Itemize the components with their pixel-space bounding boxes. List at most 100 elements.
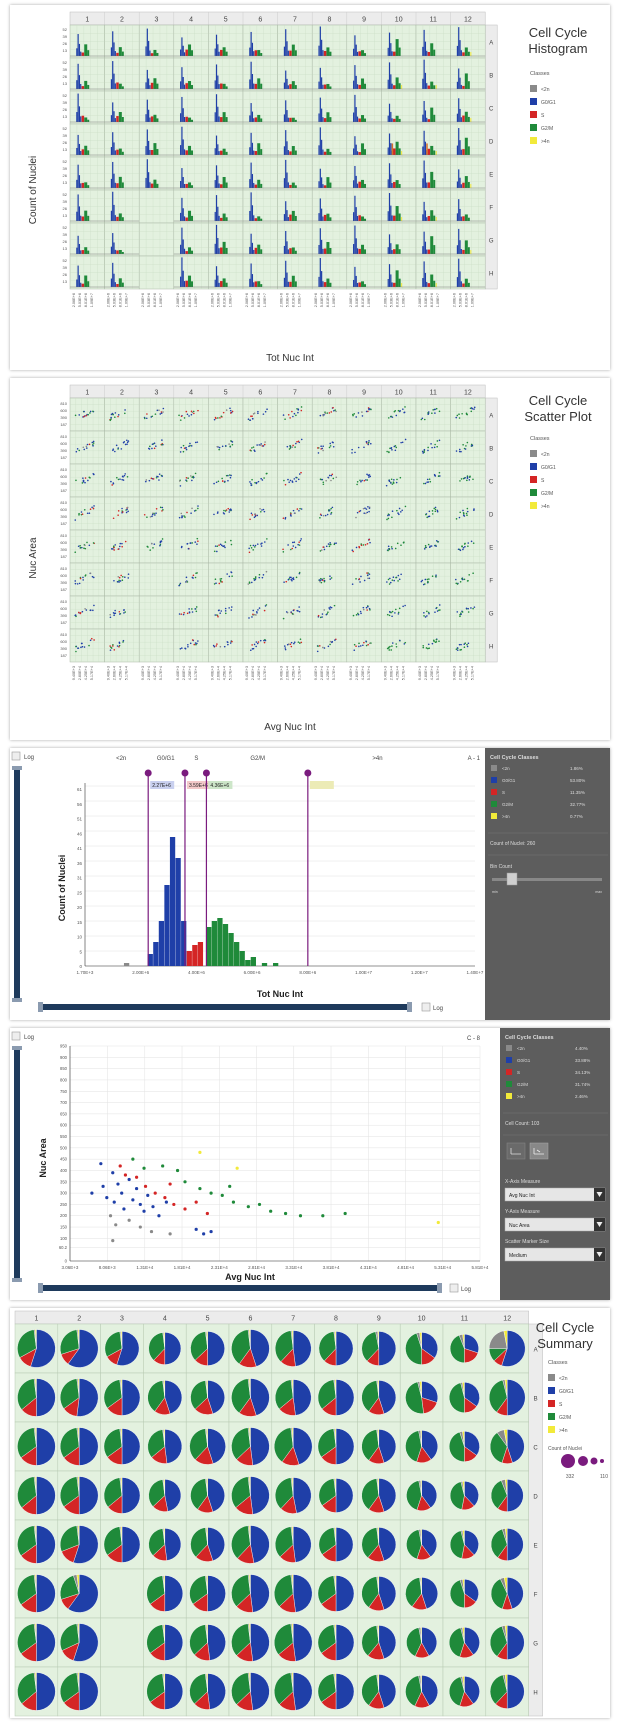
scatter-point <box>126 441 129 444</box>
pie-slice <box>67 1574 99 1613</box>
bin-count-handle[interactable] <box>506 872 518 886</box>
pie-slice <box>421 1332 438 1359</box>
pie-slice <box>406 1529 422 1560</box>
hist-bar <box>150 183 154 188</box>
pie-slice <box>34 1329 37 1349</box>
scatter-x-slider-right-handle[interactable] <box>437 1283 442 1293</box>
pie-slice <box>507 1577 524 1610</box>
scatter-point <box>295 414 297 417</box>
plate-well[interactable] <box>100 1617 144 1668</box>
detail-hist-x-tick: 6.00E+6 <box>244 970 261 975</box>
hist-y-tick: 13 <box>63 48 68 53</box>
hist-bar <box>81 149 85 155</box>
marker-size-label: Scatter Marker Size <box>505 1239 549 1245</box>
scatter-y-range-slider[interactable] <box>14 1046 20 1282</box>
scatter-point <box>368 440 370 442</box>
scatter-point <box>464 642 467 645</box>
scatter-point <box>360 480 362 483</box>
scatter-point <box>195 509 197 512</box>
hist-bar <box>424 172 427 188</box>
hist-bar <box>260 83 263 89</box>
plate-well[interactable] <box>100 1666 144 1717</box>
scatter-point <box>390 649 393 651</box>
hist-y-tick: 52 <box>63 27 68 32</box>
pie-slice <box>293 1330 312 1367</box>
scatter-view-button[interactable] <box>506 1142 526 1160</box>
scatter-point <box>353 413 356 415</box>
scatter-log-y-checkbox[interactable] <box>11 1031 21 1041</box>
scat-y-tick: 600 <box>60 474 67 479</box>
x-range-slider[interactable] <box>40 1004 410 1010</box>
hist-x-tick: 1.09E+7 <box>436 293 440 307</box>
detail-hist-y-tick: 15 <box>77 920 83 925</box>
hist-bar <box>84 44 88 56</box>
scatter-point <box>324 412 327 415</box>
hist-bar <box>110 79 113 89</box>
pie-slice <box>291 1379 294 1398</box>
scatter-point <box>185 581 188 583</box>
scatter-point <box>88 443 91 446</box>
hist-bar <box>319 198 321 221</box>
scatter-point <box>119 542 122 545</box>
scatter-point <box>423 611 425 614</box>
scatter-point <box>257 609 259 611</box>
hist-bar <box>354 195 356 221</box>
pie-slice <box>146 1575 166 1605</box>
scatter-point <box>434 508 437 511</box>
hist-bar <box>220 281 223 287</box>
scatter-point <box>142 1209 146 1213</box>
hist-bar <box>149 50 151 56</box>
hist-bar <box>427 249 431 254</box>
plate-well[interactable] <box>100 1568 144 1619</box>
hist-bar <box>286 172 288 188</box>
gate-handle[interactable] <box>202 769 210 777</box>
legend-swatch <box>530 450 537 457</box>
scatter-x-slider-left-handle[interactable] <box>38 1283 43 1293</box>
scatter-point <box>298 541 300 543</box>
hist-bar <box>387 147 389 155</box>
scatter-point <box>300 406 303 408</box>
scatter-point <box>351 583 354 585</box>
scatter-point <box>429 480 432 483</box>
scatter-log-x-checkbox[interactable] <box>449 1283 459 1293</box>
scatter-point <box>391 610 394 613</box>
y-slider-top-handle[interactable] <box>12 766 22 770</box>
log-x-checkbox[interactable] <box>421 1002 431 1012</box>
scatter-point <box>388 646 390 649</box>
x-slider-left-handle[interactable] <box>38 1002 43 1012</box>
scatter-point <box>365 644 368 647</box>
hist-y-tick: 39 <box>63 199 68 204</box>
gate-handle[interactable] <box>181 769 189 777</box>
hist-bar <box>185 83 188 89</box>
scatter-point <box>458 516 461 519</box>
scatter-point <box>397 409 400 412</box>
y-range-slider[interactable] <box>14 766 20 1002</box>
gate-handle[interactable] <box>144 769 152 777</box>
scatter-point <box>284 418 286 421</box>
scatter-y-slider-bottom-handle[interactable] <box>12 1278 22 1282</box>
bin-count-slider[interactable] <box>492 878 602 881</box>
x-slider-right-handle[interactable] <box>407 1002 412 1012</box>
scatter-point <box>116 1182 120 1186</box>
hist-bar <box>323 118 327 122</box>
scatter-point <box>227 474 229 477</box>
scatter-point <box>180 446 182 449</box>
pie-slice <box>293 1427 313 1465</box>
scatter-x-range-slider[interactable] <box>40 1285 440 1291</box>
scatter-y-slider-top-handle[interactable] <box>12 1046 22 1050</box>
scatter-point <box>77 647 79 649</box>
pie-slice <box>73 1525 99 1564</box>
hist-x-tick: 2.06E+6 <box>176 293 180 307</box>
y-slider-bottom-handle[interactable] <box>12 998 22 1002</box>
scatter-point <box>257 641 260 643</box>
pie-slice <box>17 1329 37 1358</box>
scatter-point <box>250 547 253 549</box>
gate-handle[interactable] <box>304 769 312 777</box>
scatter-point <box>151 415 154 418</box>
log-y-checkbox[interactable] <box>11 751 21 761</box>
scatter-point <box>421 579 424 582</box>
pie-slice <box>250 1378 270 1416</box>
scatter-point <box>319 516 321 519</box>
side-class-swatch <box>491 789 497 795</box>
scatter-point <box>220 544 223 547</box>
